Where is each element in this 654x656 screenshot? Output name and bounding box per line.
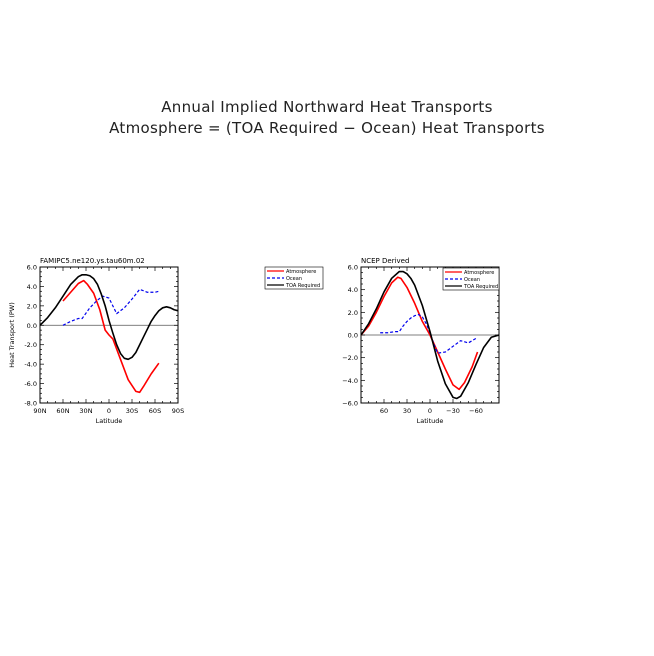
y-tick-label: 6.0 — [348, 264, 358, 272]
x-tick-label: 0 — [428, 407, 432, 415]
series-line-ocean — [380, 314, 477, 354]
y-tick-label: 4.0 — [27, 283, 37, 291]
x-tick-label: 60S — [149, 407, 161, 415]
y-tick-label: 6.0 — [27, 264, 37, 272]
figure-title-line1: Annual Implied Northward Heat Transports — [161, 98, 493, 116]
y-tick-label: −4.0 — [342, 377, 358, 385]
y-tick-label: 2.0 — [27, 302, 37, 310]
y-tick-label: 0.0 — [348, 332, 358, 340]
series-line-toa-required — [40, 273, 178, 361]
series-line-toa-required — [361, 270, 499, 400]
y-tick-label: −2.0 — [342, 354, 358, 362]
legend-box — [442, 267, 500, 291]
y-tick-label: 0.0 — [27, 322, 37, 330]
x-axis-label: Latitude — [417, 417, 444, 425]
legend-label: TOA Required — [285, 283, 320, 289]
series-line-atmosphere — [361, 276, 479, 391]
y-tick-label: -4.0 — [24, 361, 37, 369]
figure-title-line2: Atmosphere = (TOA Required − Ocean) Heat… — [109, 119, 545, 137]
x-tick-label: 30S — [126, 407, 138, 415]
panel-title: NCEP Derived — [361, 257, 409, 265]
y-tick-label: -8.0 — [24, 400, 37, 408]
legend-box — [264, 266, 324, 290]
legend-label: Atmosphere — [464, 270, 494, 276]
legend-label: Ocean — [286, 276, 302, 282]
x-tick-label: 0 — [107, 407, 111, 415]
panel-title: FAMIPC5.ne120.ys.tau60m.02 — [40, 257, 145, 265]
x-tick-label: 90S — [172, 407, 184, 415]
x-tick-label: 30 — [403, 407, 411, 415]
x-tick-label: −60 — [469, 407, 483, 415]
legend-label: Atmosphere — [286, 269, 316, 275]
y-axis-label: Heat Transport (PW) — [8, 302, 16, 367]
series-line-atmosphere — [62, 279, 160, 394]
y-tick-label: -2.0 — [24, 341, 37, 349]
legend-label: Ocean — [464, 277, 480, 283]
y-tick-label: -6.0 — [24, 380, 37, 388]
legend-label: TOA Required — [463, 284, 498, 290]
x-axis-label: Latitude — [96, 417, 123, 425]
y-tick-label: 2.0 — [348, 309, 358, 317]
x-tick-label: 90N — [33, 407, 46, 415]
series-line-ocean — [62, 288, 159, 326]
x-tick-label: 30N — [79, 407, 92, 415]
x-tick-label: −30 — [446, 407, 460, 415]
x-tick-label: 60N — [56, 407, 69, 415]
y-tick-label: −6.0 — [342, 400, 358, 408]
x-tick-label: 60 — [380, 407, 388, 415]
y-tick-label: 4.0 — [348, 286, 358, 294]
